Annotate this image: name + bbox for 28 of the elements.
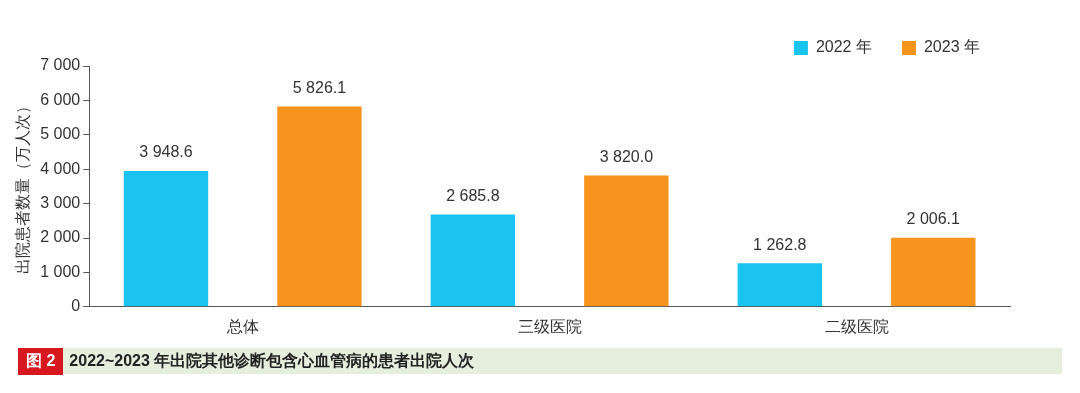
data-label: 2 685.8 [446, 186, 500, 204]
bar [891, 237, 976, 307]
data-label: 3 948.6 [139, 143, 193, 161]
y-tick-label: 2 000 [40, 228, 81, 246]
data-label: 3 820.0 [599, 147, 654, 165]
data-label: 2 006.1 [906, 210, 961, 228]
y-tick-label: 4 000 [40, 159, 81, 177]
text: 2022~2023 年出院其他诊断包含心血管病的患者出院人次 [69, 350, 475, 371]
bar [430, 214, 516, 307]
x-tick-label: 二级医院 [824, 317, 889, 335]
bar [737, 263, 823, 307]
y-tick-label: 5 000 [40, 125, 81, 143]
data-label: 5 826.1 [292, 78, 347, 96]
x-tick-label: 三级医院 [517, 317, 582, 335]
legend-label: 2022 年 [815, 38, 872, 56]
y-tick-label: 7 000 [40, 56, 81, 74]
bar [123, 170, 209, 307]
caption: 图 2 [18, 347, 64, 375]
y-axis-title: 出院患者数量（万人次） [14, 98, 32, 275]
y-tick-label: 0 [71, 297, 81, 315]
bar [277, 106, 362, 307]
legend-label: 2023 年 [923, 38, 981, 56]
x-tick-label: 总体 [225, 317, 259, 335]
bar [584, 175, 669, 307]
data-label: 1 262.8 [753, 235, 807, 253]
y-tick-label: 6 000 [40, 90, 81, 108]
y-tick-label: 3 000 [40, 194, 81, 212]
y-tick-label: 1 000 [40, 262, 81, 280]
